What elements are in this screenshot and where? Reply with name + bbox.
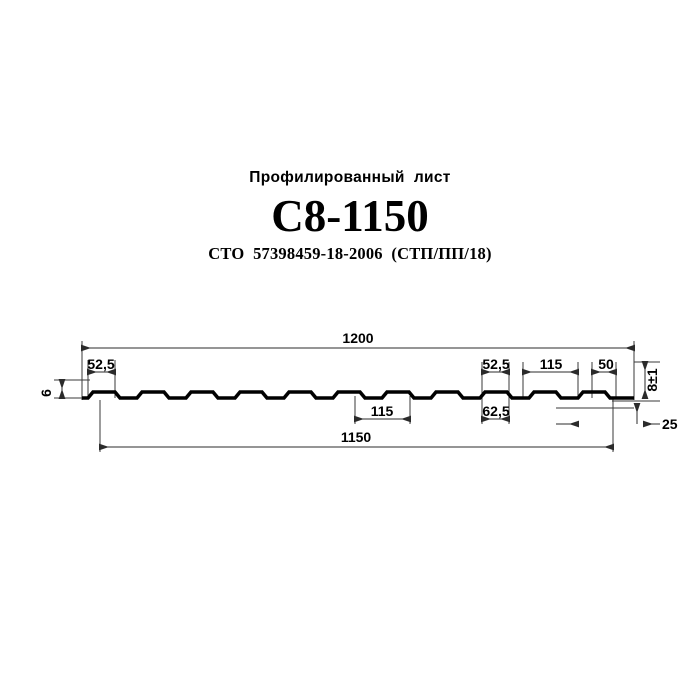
dim-label-useful-width: 1150 — [341, 429, 372, 445]
model-designation: С8-1150 — [271, 191, 429, 241]
dim-label-corner-radius: 25 — [662, 416, 678, 432]
dim-label-height: 8±1 — [644, 368, 660, 391]
dim-label-right-rib-top: 52,5 — [482, 356, 509, 372]
standard-reference: СТО 57398459-18-2006 (СТП/ПП/18) — [208, 244, 492, 263]
dimension-lines — [58, 344, 660, 451]
dim-label-edge: 50 — [598, 356, 614, 372]
dim-label-thickness: 6 — [38, 389, 54, 397]
title-block: Профилированный лист С8-1150 СТО 5739845… — [0, 168, 700, 264]
dimension-labels: 1200 1150 52,5 115 52,5 62,5 115 50 8±1 … — [38, 330, 678, 445]
dim-label-left-rib-top: 52,5 — [87, 356, 114, 372]
dim-label-rib-bottom: 62,5 — [482, 403, 509, 419]
product-line-label: Профилированный лист — [249, 169, 451, 186]
dim-label-flat-right: 115 — [540, 356, 563, 372]
dim-label-overall-width: 1200 — [342, 330, 373, 346]
dim-label-flat-left: 115 — [371, 403, 394, 419]
profile-outline — [82, 390, 634, 400]
